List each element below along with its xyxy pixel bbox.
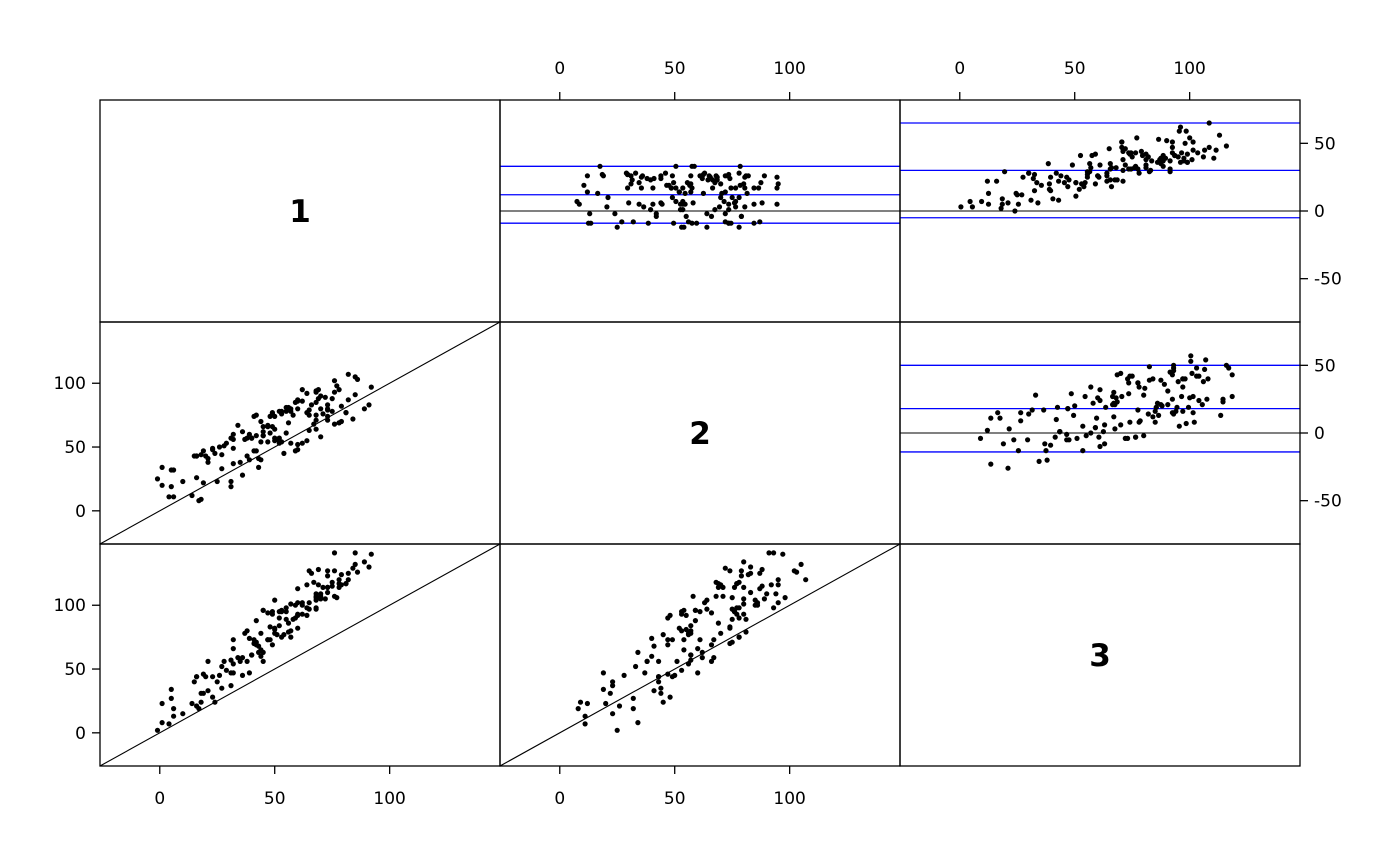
panel-bland_altman-r0c1	[499, 99, 901, 323]
right-tick-label: 50	[1314, 356, 1336, 376]
panel-bland_altman-r1c2	[899, 321, 1301, 545]
right-tick-label: -50	[1314, 492, 1342, 512]
scatter-points	[575, 550, 809, 733]
panel-scatter-r1c0	[99, 321, 501, 545]
variable-label-3: 3	[1089, 638, 1111, 674]
bottom-tick-label: 0	[154, 789, 165, 809]
panel-scatter-r2c1	[499, 543, 901, 767]
panel-bland_altman-r0c2	[899, 99, 1301, 323]
left-tick-label: 100	[54, 374, 86, 394]
bottom-tick-label: 50	[664, 789, 686, 809]
left-tick-label: 0	[75, 724, 86, 744]
panel-scatter-r2c0	[99, 543, 501, 767]
top-tick-label: 50	[1064, 59, 1086, 79]
bland-altman-points	[958, 120, 1229, 214]
bottom-tick-label: 0	[554, 789, 565, 809]
identity-line	[499, 543, 901, 767]
left-tick-label: 50	[64, 660, 86, 680]
variable-label-1: 1	[289, 194, 311, 230]
right-tick-label: 0	[1314, 424, 1325, 444]
top-tick-label: 100	[773, 59, 805, 79]
scatter-points	[154, 371, 374, 504]
bottom-tick-label: 100	[373, 789, 405, 809]
right-tick-label: 0	[1314, 202, 1325, 222]
bland-altman-points	[977, 353, 1235, 471]
panel-label-r0c0: 1	[99, 99, 501, 323]
right-tick-label: 50	[1314, 134, 1336, 154]
variable-label-2: 2	[689, 416, 711, 452]
panel-label-r1c1: 2	[499, 321, 901, 545]
axes: 0 50 100 0 50 100 0 50 100 0 50 100 0 50 100 0 50 100 -50 0…	[54, 59, 1342, 809]
bottom-tick-label: 50	[264, 789, 286, 809]
identity-line	[99, 321, 501, 545]
left-tick-label: 50	[64, 438, 86, 458]
panel-border	[899, 543, 1301, 767]
left-tick-label: 100	[54, 596, 86, 616]
panel-label-r2c2: 3	[899, 543, 1301, 767]
bottom-tick-label: 100	[773, 789, 805, 809]
top-tick-label: 100	[1173, 59, 1205, 79]
identity-line	[99, 543, 501, 767]
top-tick-label: 0	[954, 59, 965, 79]
bland-altman-points	[574, 163, 781, 230]
top-tick-label: 0	[554, 59, 565, 79]
right-tick-label: -50	[1314, 270, 1342, 290]
left-tick-label: 0	[75, 502, 86, 522]
top-tick-label: 50	[664, 59, 686, 79]
scatter-points	[154, 550, 374, 733]
